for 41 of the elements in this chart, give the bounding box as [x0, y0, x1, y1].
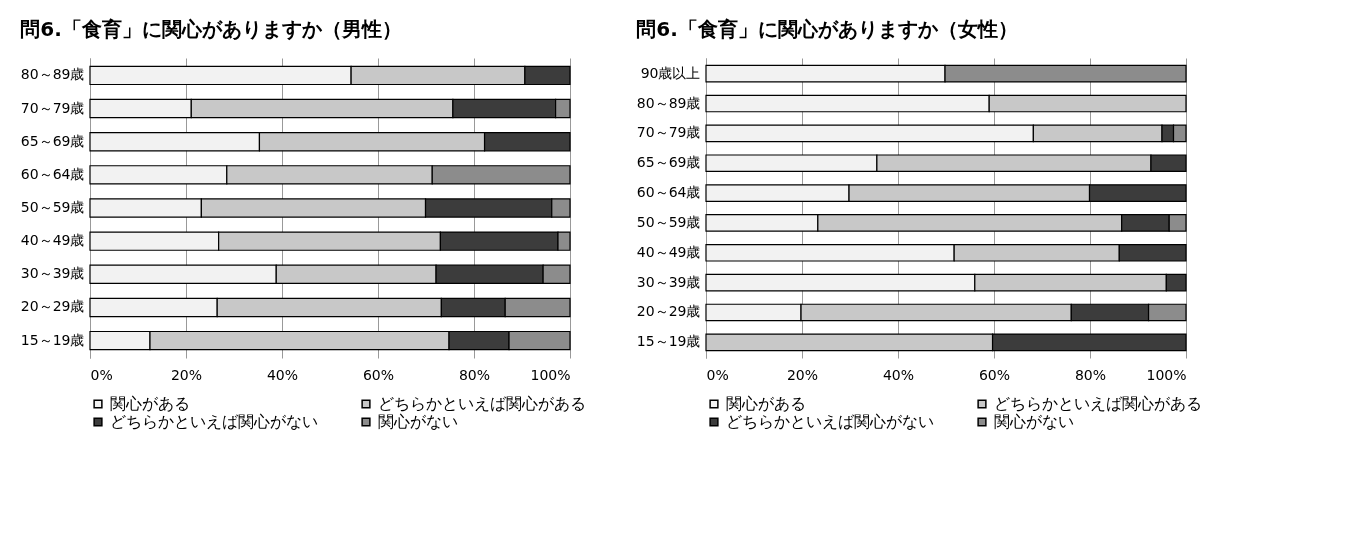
y-tick-label: 60～64歳 — [636, 184, 701, 201]
x-tick-label: 100% — [1146, 366, 1187, 383]
legend-label: 関心がない — [378, 412, 458, 431]
y-tick-label: 65～69歳 — [636, 154, 701, 171]
x-tick-label: 80% — [458, 366, 491, 383]
y-tick-label: 15～19歳 — [20, 331, 85, 348]
y-tick-label: 20～29歳 — [20, 298, 85, 315]
y-tick-label: 90歳以上 — [640, 64, 701, 81]
y-tick-label: 20～29歳 — [636, 303, 701, 320]
y-tick-label: 60～64歳 — [20, 165, 85, 182]
legend-label: どちらかといえば関心がある — [378, 394, 586, 413]
chart-title: 問6.「食育」に関心がありますか（男性） — [20, 17, 402, 41]
y-tick-label: 40～49歳 — [636, 243, 701, 260]
chart-title: 問6.「食育」に関心がありますか（女性） — [636, 17, 1018, 41]
x-tick-label: 20% — [170, 366, 203, 383]
legend-label: どちらかといえば関心がない — [110, 412, 318, 431]
y-tick-label: 50～59歳 — [20, 199, 85, 215]
x-tick-label: 100% — [530, 366, 571, 383]
y-tick-label: 40～49歳 — [20, 232, 85, 249]
x-tick-label: 0% — [706, 366, 729, 383]
legend-label: どちらかといえば関心がある — [994, 394, 1202, 413]
y-tick-label: 15～19歳 — [636, 333, 701, 350]
legend-label: 関心がある — [110, 394, 190, 413]
y-tick-label: 50～59歳 — [636, 213, 701, 230]
x-tick-label: 0% — [90, 366, 113, 383]
y-tick-label: 30～39歳 — [20, 265, 85, 282]
x-tick-label: 40% — [266, 366, 299, 383]
y-tick-label: 30～39歳 — [636, 273, 701, 290]
y-tick-label: 70～79歳 — [20, 99, 85, 116]
y-tick-label: 70～79歳 — [636, 124, 701, 141]
legend-label: どちらかといえば関心がない — [726, 412, 934, 431]
legend-label: 関心がない — [994, 412, 1074, 431]
x-tick-label: 60% — [978, 366, 1011, 383]
y-tick-label: 65～69歳 — [20, 132, 85, 149]
x-tick-label: 40% — [882, 366, 915, 383]
x-tick-label: 60% — [362, 366, 395, 383]
y-tick-label: 80～89歳 — [636, 94, 701, 111]
y-tick-label: 80～89歳 — [20, 66, 85, 83]
x-tick-label: 20% — [786, 366, 819, 383]
x-tick-label: 80% — [1074, 366, 1107, 383]
legend-label: 関心がある — [726, 394, 806, 413]
